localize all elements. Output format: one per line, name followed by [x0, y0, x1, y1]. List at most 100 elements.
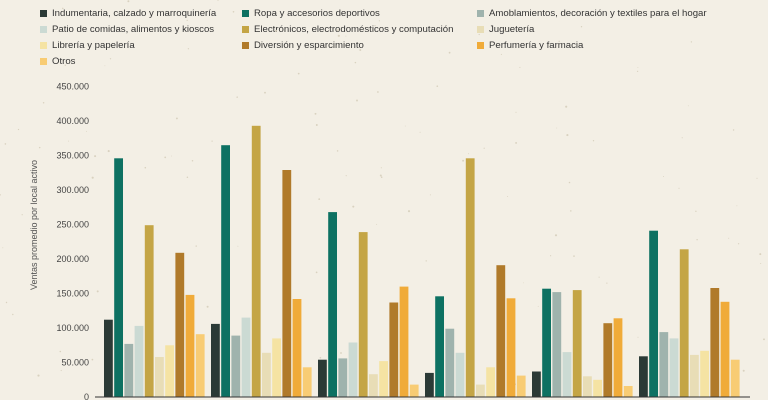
speckle [695, 210, 697, 212]
speckle [598, 276, 600, 278]
bar [134, 325, 144, 397]
speckle [59, 350, 62, 353]
bar [144, 225, 154, 397]
speckle [64, 64, 67, 67]
speckle [681, 137, 683, 139]
bar [486, 367, 495, 397]
speckle [468, 153, 470, 155]
speckle [425, 260, 427, 262]
chart-legend: Indumentaria, calzado y marroquinería Rop… [40, 6, 760, 68]
speckle [573, 255, 575, 257]
legend-label: Otros [52, 55, 76, 67]
speckle [37, 374, 40, 377]
bar [623, 386, 633, 397]
y-tick-label: 150.000 [56, 289, 89, 299]
speckle [523, 282, 524, 284]
speckle [86, 130, 87, 132]
bar [542, 288, 551, 397]
legend-label: Juguetería [489, 23, 535, 35]
speckle [483, 147, 485, 149]
legend-item: Diversión y esparcimiento [242, 38, 477, 52]
legend-swatch [40, 57, 47, 65]
bar [399, 286, 409, 397]
speckle [507, 196, 509, 197]
speckle [109, 58, 112, 60]
speckle [352, 205, 355, 208]
speckle [515, 141, 518, 144]
bar [409, 384, 419, 397]
speckle [186, 176, 189, 179]
bar [445, 328, 455, 397]
speckle [606, 282, 608, 284]
speckle [554, 234, 558, 237]
bar [195, 334, 205, 397]
legend-swatch [242, 25, 249, 33]
speckle [62, 7, 64, 10]
bar [328, 212, 337, 397]
legend-item: Patio de comidas, alimentos y kioscos [40, 22, 242, 36]
bar [603, 323, 613, 397]
bar [496, 265, 506, 397]
speckle [38, 146, 41, 149]
speckle [687, 105, 689, 107]
bar [720, 301, 730, 397]
legend-item: Juguetería [477, 22, 760, 36]
speckle [340, 352, 342, 354]
speckle [636, 70, 639, 73]
speckle [127, 0, 130, 3]
bar [730, 359, 740, 397]
speckle [337, 34, 340, 37]
speckle [728, 237, 730, 239]
bar [532, 371, 541, 397]
legend-label: Librería y papelería [52, 39, 135, 51]
speckle [12, 313, 14, 316]
speckle [94, 155, 97, 158]
speckle [21, 214, 23, 216]
bar [124, 343, 134, 397]
bar [690, 354, 699, 397]
legend-swatch [477, 25, 484, 33]
speckle [519, 66, 521, 68]
speckle [4, 143, 7, 145]
speckle [359, 49, 362, 51]
speckle [337, 29, 340, 32]
bar [369, 374, 378, 397]
speckle [217, 0, 219, 1]
speckle [67, 121, 69, 123]
legend-swatch [477, 41, 484, 49]
speckle [756, 177, 758, 179]
speckle [732, 129, 735, 131]
speckle [500, 53, 502, 55]
speckle [379, 174, 382, 177]
speckle [568, 181, 571, 184]
speckle [319, 356, 322, 359]
speckle [206, 305, 209, 308]
bar [338, 358, 348, 397]
y-tick-label: 50.000 [61, 358, 89, 368]
y-axis-label: Ventas promedio por local activo [29, 160, 39, 290]
speckle [737, 243, 740, 245]
speckle [377, 91, 379, 93]
speckle [678, 187, 680, 189]
bar [231, 335, 241, 397]
bar [272, 338, 281, 397]
speckle [736, 205, 738, 207]
speckle [91, 358, 94, 361]
bar [562, 352, 572, 397]
legend-label: Ropa y accesorios deportivos [254, 7, 380, 19]
y-tick-label: 350.000 [56, 151, 89, 161]
speckle [556, 127, 558, 129]
y-tick-label: 100.000 [56, 323, 89, 333]
speckle [17, 128, 20, 131]
legend-swatch [242, 41, 249, 49]
bar [211, 323, 220, 397]
bar [425, 372, 434, 397]
bar [572, 290, 582, 397]
speckle [232, 10, 235, 13]
bar [155, 357, 164, 397]
legend-swatch [40, 9, 47, 17]
bar [262, 352, 271, 397]
speckle [515, 111, 517, 113]
speckle [570, 210, 572, 212]
legend-label: Indumentaria, calzado y marroquinería [52, 7, 217, 19]
